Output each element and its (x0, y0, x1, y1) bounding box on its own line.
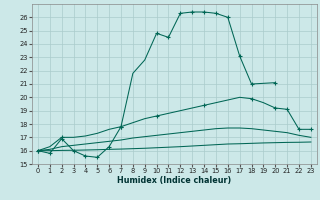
X-axis label: Humidex (Indice chaleur): Humidex (Indice chaleur) (117, 176, 232, 185)
